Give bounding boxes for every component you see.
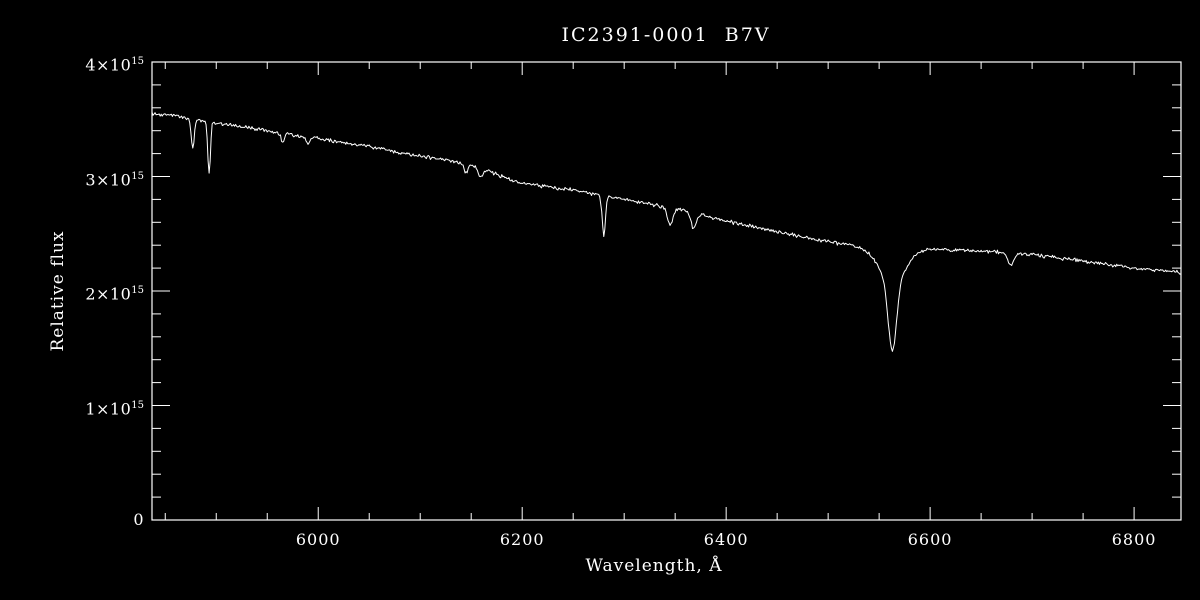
x-tick-label-6400: 6400 bbox=[703, 530, 749, 549]
x-tick-label-6800: 6800 bbox=[1111, 530, 1157, 549]
x-tick-label-6000: 6000 bbox=[295, 530, 341, 549]
y-tick-label-0: 0 bbox=[133, 510, 144, 529]
spectrum-line bbox=[151, 112, 1182, 352]
x-axis-label: Wavelength, Å bbox=[585, 556, 723, 576]
x-tick-label-6600: 6600 bbox=[907, 530, 953, 549]
axes-box bbox=[151, 61, 1182, 521]
plot-title: IC2391-0001 B7V bbox=[561, 24, 771, 46]
y-tick-label-1×10e15: 1×1015 bbox=[85, 398, 144, 418]
y-tick-label-2×10e15: 2×1015 bbox=[85, 284, 144, 304]
y-tick-label-3×10e15: 3×1015 bbox=[85, 169, 144, 189]
x-tick-label-6200: 6200 bbox=[499, 530, 545, 549]
y-tick-label-4×10e15: 4×1015 bbox=[85, 55, 144, 75]
